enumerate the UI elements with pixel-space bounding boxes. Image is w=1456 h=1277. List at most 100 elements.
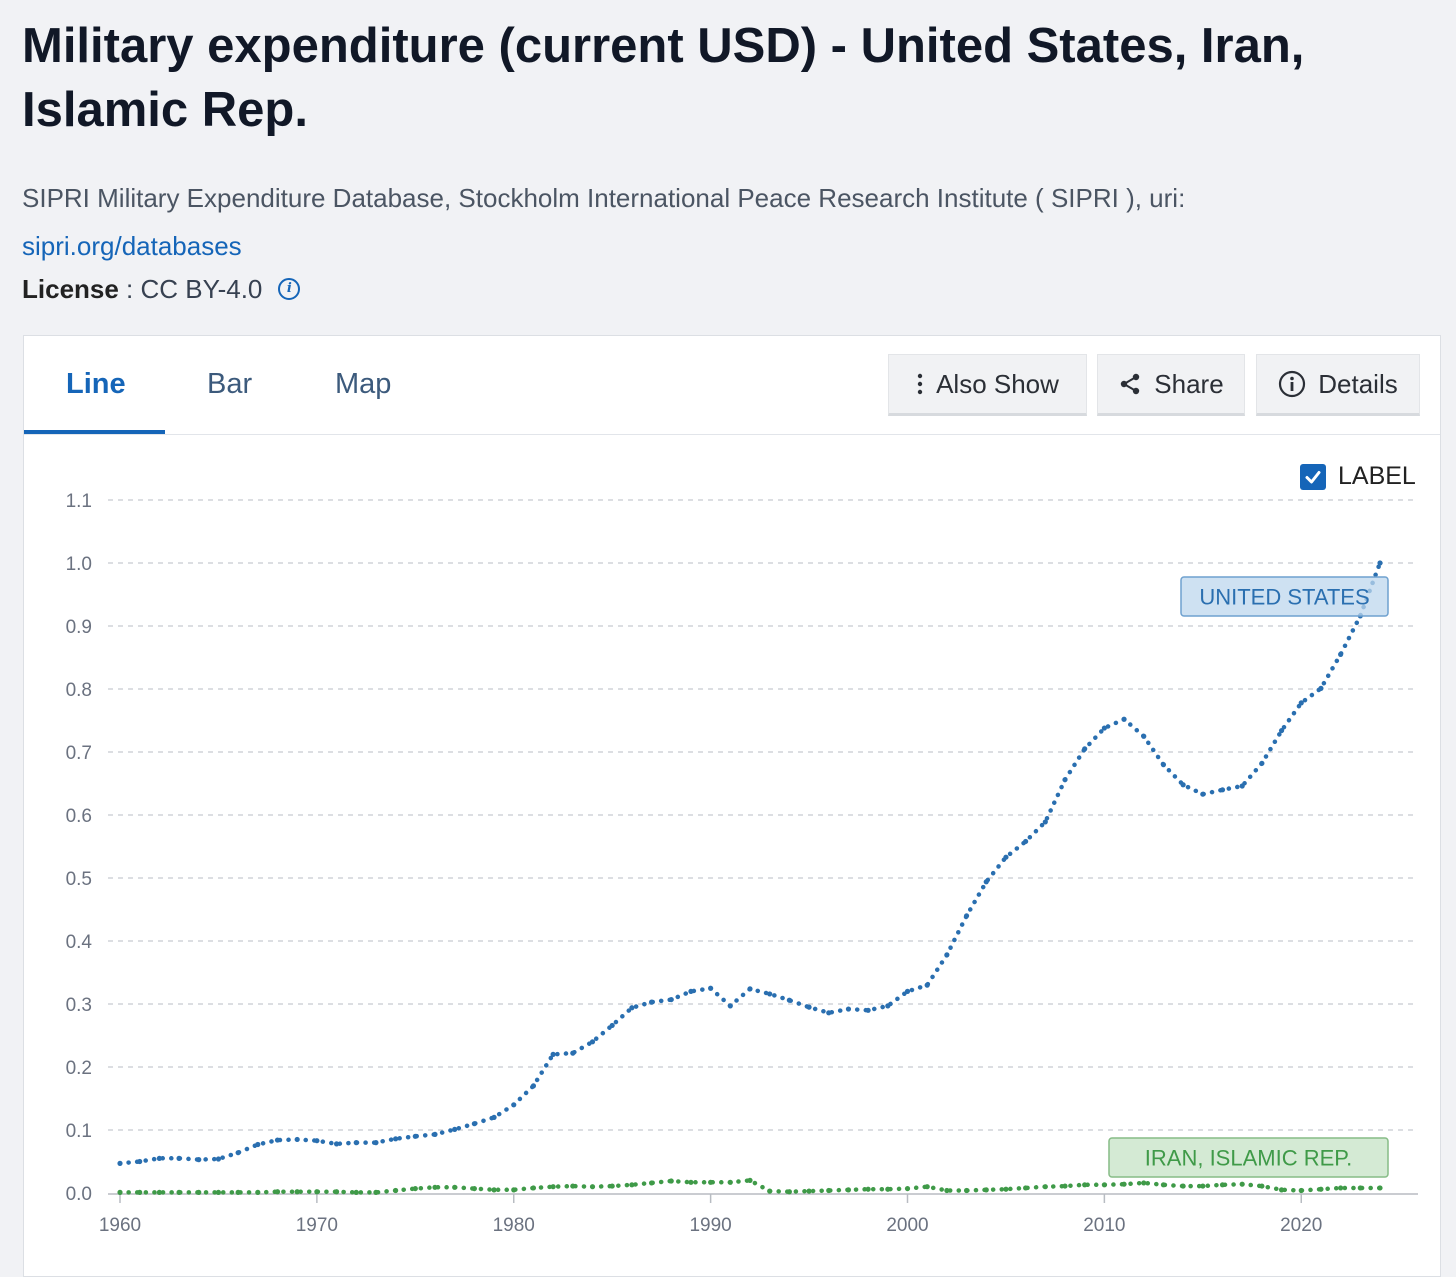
data-point	[1377, 1185, 1383, 1191]
tab-bar[interactable]: Bar	[207, 367, 253, 400]
data-point	[1082, 1182, 1088, 1188]
license-value: CC BY-4.0	[140, 274, 263, 304]
y-tick-label: 0.2	[66, 1058, 92, 1079]
data-point	[156, 1155, 162, 1161]
data-point	[589, 1039, 596, 1045]
data-point	[708, 985, 714, 991]
tab-map[interactable]: Map	[335, 367, 392, 400]
data-point	[255, 1141, 261, 1148]
data-point	[688, 1179, 694, 1185]
also-show-button[interactable]: Also Show	[888, 354, 1087, 416]
data-point	[845, 1187, 852, 1193]
data-point	[1200, 1183, 1206, 1189]
data-point	[471, 1185, 477, 1192]
label-toggle-text: LABEL	[1338, 462, 1416, 490]
data-point	[235, 1150, 241, 1156]
data-point	[747, 1177, 753, 1183]
y-tick-label: 0.0	[66, 1184, 92, 1205]
data-point	[944, 1187, 950, 1194]
data-point	[767, 1188, 773, 1194]
label-toggle[interactable]: LABEL	[1300, 462, 1416, 491]
x-tick-label: 1960	[99, 1215, 141, 1236]
data-point	[1003, 854, 1009, 860]
data-point	[963, 913, 970, 919]
data-point	[1318, 685, 1324, 691]
details-button[interactable]: Details	[1256, 354, 1420, 416]
data-point	[196, 1157, 202, 1163]
source-link[interactable]: sipri.org/databases	[22, 231, 242, 261]
data-point	[117, 1160, 123, 1166]
data-point	[1180, 1183, 1186, 1189]
data-point	[1003, 1186, 1009, 1192]
data-point	[1219, 787, 1226, 793]
data-point	[294, 1136, 300, 1143]
data-point	[1141, 733, 1147, 739]
data-point	[629, 1182, 635, 1188]
data-point	[373, 1189, 379, 1195]
data-point	[176, 1189, 182, 1195]
data-point	[196, 1189, 202, 1195]
data-point	[589, 1184, 596, 1190]
y-tick-label: 0.8	[66, 680, 92, 701]
data-point	[412, 1185, 418, 1192]
data-point	[530, 1083, 537, 1089]
data-point	[767, 991, 773, 997]
data-point	[1239, 783, 1245, 789]
data-point	[353, 1140, 359, 1146]
data-point	[511, 1102, 517, 1108]
data-point	[550, 1051, 556, 1057]
series-label-iran: IRAN, ISLAMIC REP.	[1145, 1146, 1352, 1171]
series-label-iran-box	[1108, 1137, 1389, 1178]
label-checkbox[interactable]	[1300, 463, 1326, 490]
also-show-label: Also Show	[936, 368, 1059, 399]
data-point	[235, 1189, 241, 1195]
data-point	[412, 1133, 418, 1139]
data-point	[1042, 819, 1048, 825]
data-point	[511, 1187, 517, 1193]
data-point	[215, 1156, 222, 1162]
data-point	[944, 952, 950, 958]
y-tick-label: 0.4	[66, 932, 93, 953]
data-point	[668, 996, 674, 1003]
data-point	[609, 1022, 615, 1029]
data-point	[983, 1187, 989, 1193]
data-point	[727, 1003, 733, 1009]
data-point	[393, 1187, 399, 1194]
y-tick-label: 0.6	[66, 806, 92, 827]
y-tick-label: 0.9	[66, 617, 92, 638]
data-point	[570, 1050, 576, 1056]
x-tick-label: 2020	[1280, 1215, 1322, 1236]
data-point	[1101, 725, 1107, 731]
data-point	[609, 1183, 615, 1189]
data-point	[1219, 1182, 1226, 1188]
license-separator: :	[118, 274, 141, 304]
data-point	[747, 986, 753, 992]
data-point	[373, 1140, 379, 1146]
data-point	[1278, 1187, 1285, 1193]
info-icon[interactable]: i	[278, 278, 301, 300]
data-point	[491, 1114, 497, 1120]
data-point	[727, 1179, 733, 1185]
license-row: License : CC BY-4.0 i	[22, 268, 301, 310]
data-point	[314, 1138, 320, 1144]
data-point	[1062, 777, 1068, 783]
data-point	[865, 1007, 871, 1013]
details-label: Details	[1318, 368, 1398, 399]
check-icon	[1305, 470, 1321, 483]
series-label-united-states: UNITED STATES	[1199, 585, 1369, 610]
data-point	[156, 1189, 162, 1195]
data-point	[1357, 1185, 1363, 1191]
source-text: SIPRI Military Expenditure Database, Sto…	[22, 183, 1186, 213]
y-tick-label: 0.7	[66, 743, 92, 764]
license-label: License	[22, 274, 119, 304]
share-button[interactable]: Share	[1097, 354, 1245, 416]
tab-line[interactable]: Line	[66, 367, 126, 400]
y-tick-label: 0.3	[66, 995, 92, 1016]
data-point	[314, 1189, 320, 1195]
data-point	[353, 1189, 359, 1195]
data-point	[137, 1158, 143, 1165]
data-point	[845, 1006, 852, 1012]
data-point	[1239, 1181, 1245, 1187]
y-tick-label: 1.1	[66, 491, 92, 512]
data-point	[1298, 1187, 1304, 1194]
